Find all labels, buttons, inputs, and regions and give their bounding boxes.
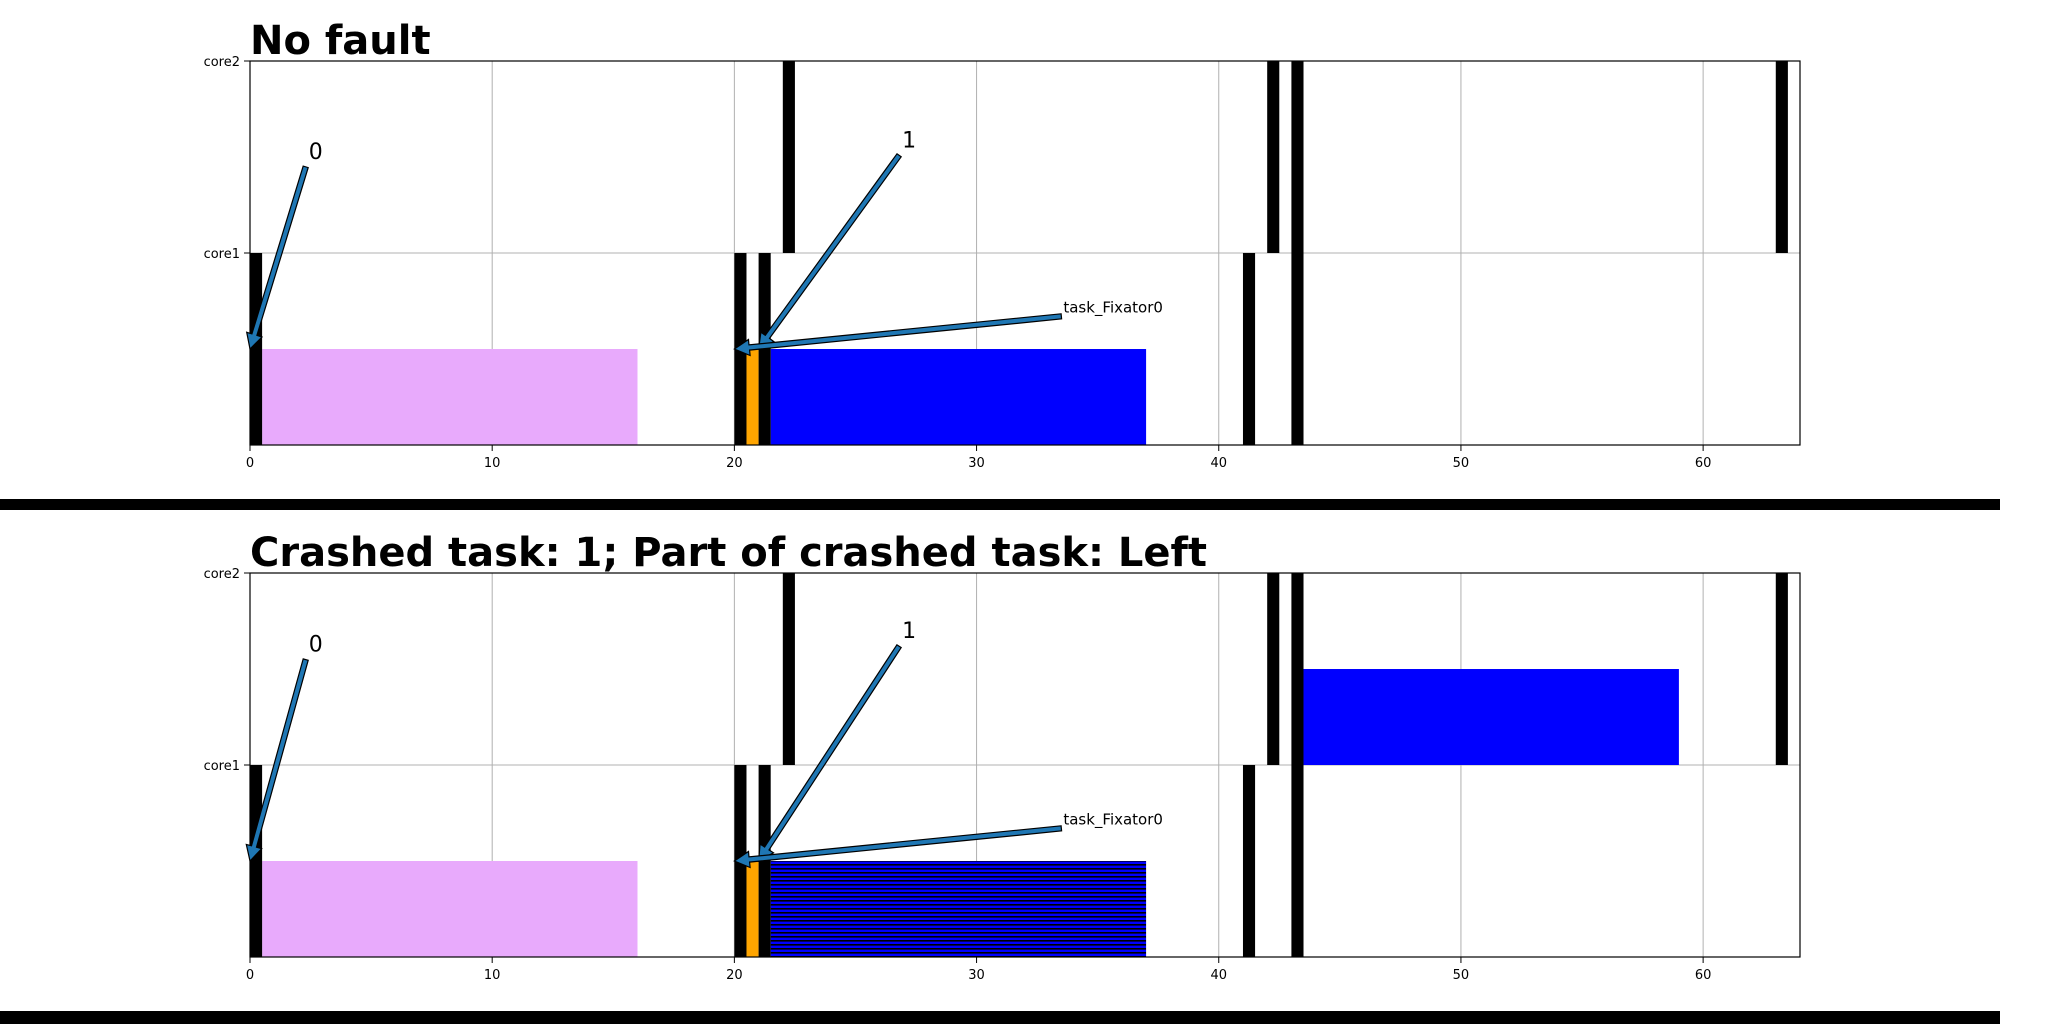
x-tick-label: 50: [1453, 456, 1470, 471]
y-tick-label: core1: [204, 759, 240, 774]
x-tick-label: 10: [484, 968, 501, 983]
x-tick-label: 30: [968, 968, 985, 983]
x-tick-label: 40: [1210, 968, 1227, 983]
task-bar: [1303, 669, 1679, 765]
boundary-marker-core1: [1242, 765, 1256, 957]
x-tick-label: 0: [246, 456, 254, 471]
x-tick-label: 30: [968, 456, 985, 471]
boundary-marker-core2: [782, 61, 795, 253]
boundary-marker-core2: [782, 573, 795, 765]
chart-panel-1: 0 10 20 30 40 50 60 core1 core2 No fault 0 1 task_Fi…: [204, 18, 1801, 471]
x-tick-label: 0: [246, 968, 254, 983]
y-tick-label: core1: [204, 247, 240, 262]
chart-title: No fault: [250, 18, 431, 64]
boundary-marker-core2: [1291, 61, 1304, 253]
annotation-arrow: [733, 313, 1063, 357]
separator-bar: [0, 1011, 2000, 1024]
x-tick-label: 40: [1210, 456, 1227, 471]
task-bar: [262, 861, 638, 957]
annotation-arrow: [245, 165, 309, 351]
boundary-marker-core1: [1291, 253, 1304, 445]
boundary-marker-core1: [1242, 253, 1256, 445]
annotation-label: 0: [309, 140, 323, 165]
task-bar: [770, 349, 1147, 445]
annotation-label: task_Fixator0: [1063, 298, 1163, 317]
x-tick-label: 60: [1695, 456, 1712, 471]
annotation-arrow: [757, 152, 903, 351]
x-tick-label: 50: [1453, 968, 1470, 983]
boundary-marker-core1: [250, 765, 263, 957]
boundary-marker-core1: [1291, 765, 1304, 957]
boundary-marker-core2: [1775, 573, 1788, 765]
x-tick-label: 10: [484, 456, 501, 471]
task-bar: [262, 349, 638, 445]
annotation-label: 1: [902, 128, 916, 153]
task-bar: [746, 861, 759, 957]
boundary-marker-core2: [1775, 61, 1788, 253]
boundary-marker-core2: [1267, 61, 1280, 253]
boundary-marker-core2: [1291, 573, 1304, 765]
task-bar-hatched: [770, 861, 1147, 957]
x-tick-label: 20: [726, 456, 743, 471]
annotation-arrow: [757, 643, 903, 863]
annotation-label: 0: [309, 633, 323, 658]
x-tick-label: 60: [1695, 968, 1712, 983]
boundary-marker-core2: [1267, 573, 1280, 765]
x-tick-label: 20: [726, 968, 743, 983]
separator-bar: [0, 499, 2000, 510]
annotation-arrow: [733, 825, 1063, 869]
boundary-marker-core1: [250, 253, 263, 445]
annotation-label: task_Fixator0: [1063, 810, 1163, 829]
task-bar: [746, 349, 759, 445]
chart-title: Crashed task: 1; Part of crashed task: L…: [250, 530, 1207, 576]
annotation-arrow: [245, 658, 309, 863]
y-tick-label: core2: [204, 55, 240, 70]
y-tick-label: core2: [204, 567, 240, 582]
annotation-label: 1: [902, 619, 916, 644]
